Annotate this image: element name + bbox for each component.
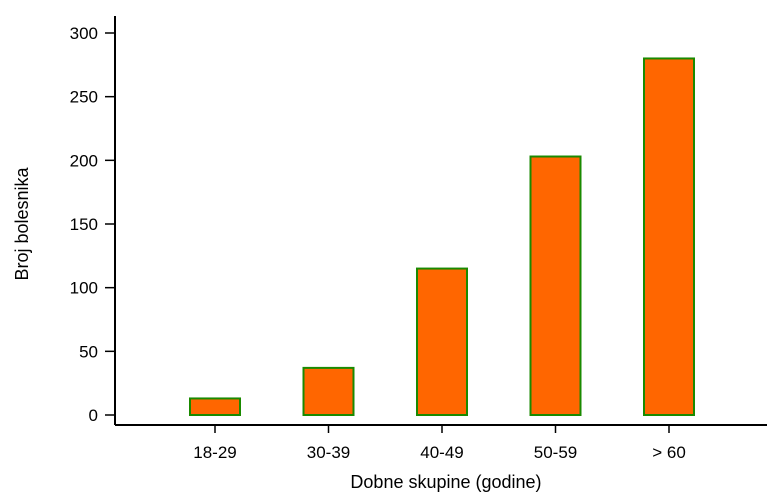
bar [529, 155, 582, 416]
y-tick-label: 300 [70, 24, 98, 43]
x-axis: 18-29 30-39 40-49 50-59 > 60 [115, 424, 767, 462]
bar [643, 57, 695, 416]
y-tick-label: 200 [70, 151, 98, 170]
x-axis-title: Dobne skupine (godine) [350, 472, 541, 492]
x-tick-label: 40-49 [420, 443, 463, 462]
y-tick-label: 0 [89, 406, 98, 425]
x-tick-label: 30-39 [307, 443, 350, 462]
bar [189, 397, 241, 416]
x-tick-label: 18-29 [193, 443, 236, 462]
bar [302, 366, 355, 416]
y-tick-label: 150 [70, 215, 98, 234]
bar [416, 267, 468, 417]
y-axis: 0 50 100 150 200 250 300 [70, 16, 116, 425]
y-tick-label: 50 [79, 342, 98, 361]
y-axis-title: Broj bolesnika [12, 166, 32, 280]
bars [189, 57, 695, 417]
y-tick-label: 100 [70, 279, 98, 298]
x-tick-label: 50-59 [534, 443, 577, 462]
x-tick-label: > 60 [652, 443, 686, 462]
y-tick-label: 250 [70, 88, 98, 107]
